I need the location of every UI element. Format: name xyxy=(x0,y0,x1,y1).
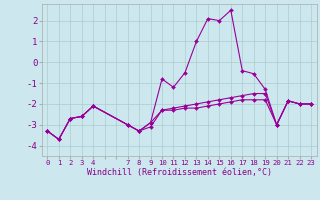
X-axis label: Windchill (Refroidissement éolien,°C): Windchill (Refroidissement éolien,°C) xyxy=(87,168,272,177)
